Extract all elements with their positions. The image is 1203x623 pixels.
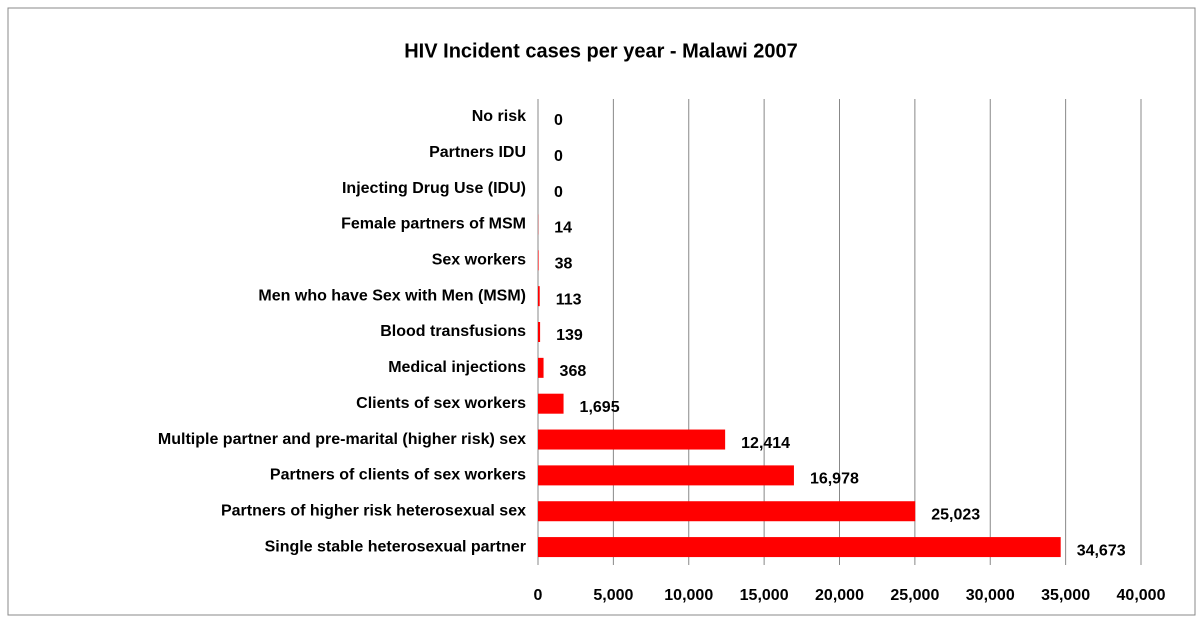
- x-tick-label: 40,000: [1117, 587, 1166, 604]
- y-tick-label: Partners IDU: [429, 144, 526, 161]
- x-tick-label: 0: [534, 587, 543, 604]
- x-tick-label: 25,000: [890, 587, 939, 604]
- y-tick-label: Sex workers: [432, 252, 526, 269]
- data-label: 16,978: [810, 471, 859, 488]
- data-label: 0: [554, 112, 563, 129]
- chart-border: [7, 7, 1196, 616]
- y-tick-label: No risk: [472, 108, 526, 125]
- y-tick-label: Men who have Sex with Men (MSM): [258, 287, 526, 304]
- y-tick-label: Partners of higher risk heterosexual sex: [221, 502, 526, 519]
- y-tick-label: Blood transfusions: [380, 323, 526, 340]
- x-tick-label: 30,000: [966, 587, 1015, 604]
- data-label: 113: [556, 291, 582, 308]
- y-tick-label: Female partners of MSM: [341, 216, 526, 233]
- y-tick-label: Medical injections: [388, 359, 526, 376]
- bar: [538, 357, 544, 378]
- bar: [538, 429, 726, 450]
- data-label: 0: [554, 184, 563, 201]
- y-tick-label: Single stable heterosexual partner: [265, 538, 526, 555]
- y-tick-label: Multiple partner and pre-marital (higher…: [158, 431, 526, 448]
- data-label: 25,023: [931, 506, 980, 523]
- y-tick-label: Partners of clients of sex workers: [270, 467, 526, 484]
- bar: [538, 537, 1061, 558]
- bar: [538, 393, 564, 414]
- data-label: 38: [555, 256, 573, 273]
- y-tick-label: Injecting Drug Use (IDU): [342, 180, 526, 197]
- bar: [538, 465, 794, 486]
- data-label: 14: [554, 220, 572, 237]
- x-tick-label: 35,000: [1041, 587, 1090, 604]
- chart-title: HIV Incident cases per year - Malawi 200…: [404, 40, 798, 62]
- bar: [538, 250, 539, 271]
- x-tick-label: 20,000: [815, 587, 864, 604]
- y-tick-label: Clients of sex workers: [356, 395, 526, 412]
- data-label: 139: [556, 327, 583, 344]
- x-tick-label: 5,000: [593, 587, 633, 604]
- x-tick-label: 10,000: [664, 587, 713, 604]
- x-tick-label: 15,000: [740, 587, 789, 604]
- bar: [538, 501, 916, 522]
- data-label: 368: [560, 363, 587, 380]
- data-label: 12,414: [741, 435, 790, 452]
- bar: [538, 322, 541, 342]
- data-label: 1,695: [580, 399, 620, 416]
- data-label: 34,673: [1077, 542, 1126, 559]
- bar: [538, 286, 540, 307]
- data-label: 0: [554, 148, 563, 165]
